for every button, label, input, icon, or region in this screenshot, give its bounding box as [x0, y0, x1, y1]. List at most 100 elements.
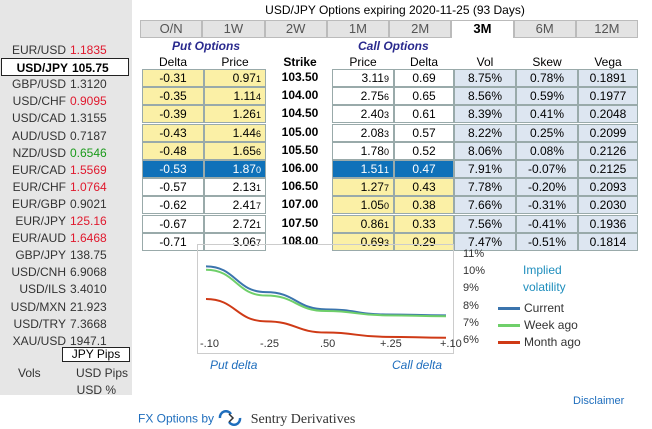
pair-row-gbp-usd[interactable]: GBP/USD 1.3120 — [0, 75, 132, 93]
tab-12m[interactable]: 12M — [575, 20, 638, 38]
pair-row-xau-usd[interactable]: XAU/USD 1947.1 — [0, 332, 132, 350]
footer: FX Options by Sentry Derivatives — [138, 410, 356, 429]
legend-item: Month ago — [498, 335, 581, 349]
strike-cell: 104.50 — [270, 105, 330, 123]
strike-cell-value: 106.50 — [281, 179, 319, 194]
pair-row-usd-try[interactable]: USD/TRY 7.3668 — [0, 315, 132, 333]
call-delta-cell: 0.43 — [394, 178, 454, 197]
legend-swatch — [498, 324, 520, 328]
pair-rate: 138.75 — [70, 248, 107, 263]
call-price-cell: 0.861 — [332, 214, 394, 233]
put-delta-cell-value: -0.39 — [159, 107, 187, 122]
x-tick-label: -.10 — [200, 338, 219, 350]
vega-cell: 0.2030 — [578, 196, 638, 215]
call-delta-axis-label: Call delta — [392, 358, 443, 372]
tab-1w[interactable]: 1W — [202, 20, 265, 38]
pair-name: USD/MXN — [10, 299, 66, 314]
pair-row-usd-cnh[interactable]: USD/CNH 6.9068 — [0, 263, 132, 281]
strike-cell: 103.50 — [270, 69, 330, 87]
call-delta-cell: 0.38 — [394, 196, 454, 215]
put-price-cell: 1.446 — [204, 123, 266, 142]
legend-label: Current — [524, 301, 565, 315]
vol-cell: 8.39% — [454, 105, 516, 124]
call-delta-cell: 0.52 — [394, 141, 454, 160]
pair-row-gbp-jpy[interactable]: GBP/JPY 138.75 — [0, 246, 132, 264]
tab-2m[interactable]: 2M — [389, 20, 452, 38]
put-price-cell-pip: 7 — [255, 201, 261, 212]
pair-name: XAU/USD — [12, 333, 66, 348]
put-delta-cell: -0.31 — [142, 69, 204, 87]
pair-name: EUR/CAD — [11, 162, 66, 177]
pair-name: GBP/JPY — [15, 248, 66, 263]
put-price-cell: 1.261 — [204, 105, 266, 124]
skew-cell-value: -0.20% — [527, 180, 567, 195]
call-price-cell-value: 2.08 — [360, 125, 384, 140]
pair-rate: 6.9068 — [70, 265, 107, 280]
pair-row-eur-gbp[interactable]: EUR/GBP 0.9021 — [0, 195, 132, 213]
page-title: USD/JPY Options expiring 2020-11-25 (93 … — [265, 3, 525, 17]
x-tick-label: .50 — [320, 338, 336, 350]
put-price-cell-pip: 1 — [255, 110, 261, 121]
pair-row-usd-cad[interactable]: USD/CAD 1.3155 — [0, 109, 132, 127]
x-tick-label: +.10 — [440, 338, 462, 350]
skew-cell: 0.78% — [516, 69, 578, 87]
tab-1m[interactable]: 1M — [326, 20, 389, 38]
call-delta-cell-value: 0.69 — [412, 71, 436, 85]
vol-cell: 8.06% — [454, 141, 516, 160]
call-price-cell-value: 2.40 — [360, 107, 384, 122]
tab-3m[interactable]: 3M — [451, 20, 514, 38]
jpy-pips-toggle[interactable]: JPY Pips — [62, 347, 130, 362]
skew-cell-value: 0.08% — [529, 143, 565, 158]
call-delta-cell-value: 0.47 — [412, 162, 436, 176]
vol-cell-value: 7.78% — [467, 180, 503, 195]
tab-2w[interactable]: 2W — [264, 20, 327, 38]
usd-pips-option[interactable]: USD Pips — [75, 366, 128, 380]
pair-row-usd-chf[interactable]: USD/CHF 0.9095 — [0, 92, 132, 110]
pair-row-eur-chf[interactable]: EUR/CHF 1.0764 — [0, 178, 132, 196]
header-vol: Vol — [476, 55, 494, 69]
skew-cell-value: 0.41% — [529, 107, 565, 122]
vega-cell-value: 0.2099 — [589, 125, 627, 140]
tab-on[interactable]: O/N — [140, 20, 203, 38]
chart-title: Implied volatility — [523, 263, 566, 294]
strike-cell-value: 104.50 — [281, 106, 319, 121]
pair-rate: 1947.1 — [70, 333, 107, 348]
put-price-cell-value: 2.13 — [232, 180, 256, 195]
put-price-cell-value: 1.87 — [232, 162, 256, 176]
usd-percent-option[interactable]: USD % — [76, 383, 116, 397]
call-price-cell-pip: 0 — [383, 201, 389, 212]
vol-cell: 8.56% — [454, 87, 516, 106]
header-put-price: Price — [221, 55, 249, 69]
pair-row-nzd-usd[interactable]: NZD/USD 0.6546 — [0, 144, 132, 162]
footer-brand[interactable]: Sentry Derivatives — [250, 411, 356, 427]
pair-row-usd-ils[interactable]: USD/ILS 3.4010 — [0, 280, 132, 298]
call-delta-cell-value: 0.57 — [412, 125, 436, 140]
sentry-logo-icon[interactable] — [217, 410, 243, 429]
pair-row-eur-jpy[interactable]: EUR/JPY 125.16 — [0, 212, 132, 230]
vega-cell: 0.2048 — [578, 105, 638, 124]
vega-cell-value: 0.1814 — [589, 234, 627, 249]
expiry-tabs: O/N 1W 2W 1M 2M 3M 6M 12M — [140, 20, 638, 38]
put-price-cell: 1.656 — [204, 141, 266, 160]
skew-cell-value: -0.07% — [527, 162, 567, 176]
vol-cell-value: 8.56% — [467, 89, 503, 104]
put-delta-cell-value: -0.48 — [159, 143, 187, 158]
pair-name: USD/CHF — [12, 94, 66, 109]
pair-row-usd-mxn[interactable]: USD/MXN 21.923 — [0, 298, 132, 316]
pair-rate: 21.923 — [70, 299, 107, 314]
disclaimer-link[interactable]: Disclaimer — [573, 395, 625, 407]
vol-cell: 7.47% — [454, 232, 516, 251]
call-delta-cell: 0.29 — [394, 232, 454, 251]
call-delta-cell: 0.69 — [394, 69, 454, 87]
vol-cell-value: 7.66% — [467, 198, 503, 213]
pair-row-eur-usd[interactable]: EUR/USD 1.1835 — [0, 41, 132, 59]
currency-sidebar: EUR/USD 1.1835 USD/JPY 105.75 GBP/USD 1.3120 U… — [0, 0, 132, 397]
vols-option[interactable]: Vols — [18, 366, 41, 380]
pair-row-aud-usd[interactable]: AUD/USD 0.7187 — [0, 127, 132, 145]
put-price-cell-pip: 1 — [255, 183, 261, 194]
strike-cell-value: 106.00 — [281, 161, 319, 175]
pair-row-eur-aud[interactable]: EUR/AUD 1.6468 — [0, 229, 132, 247]
pair-row-usd-jpy[interactable]: USD/JPY 105.75 — [1, 58, 129, 77]
tab-6m[interactable]: 6M — [513, 20, 576, 38]
pair-row-eur-cad[interactable]: EUR/CAD 1.5569 — [0, 161, 132, 179]
